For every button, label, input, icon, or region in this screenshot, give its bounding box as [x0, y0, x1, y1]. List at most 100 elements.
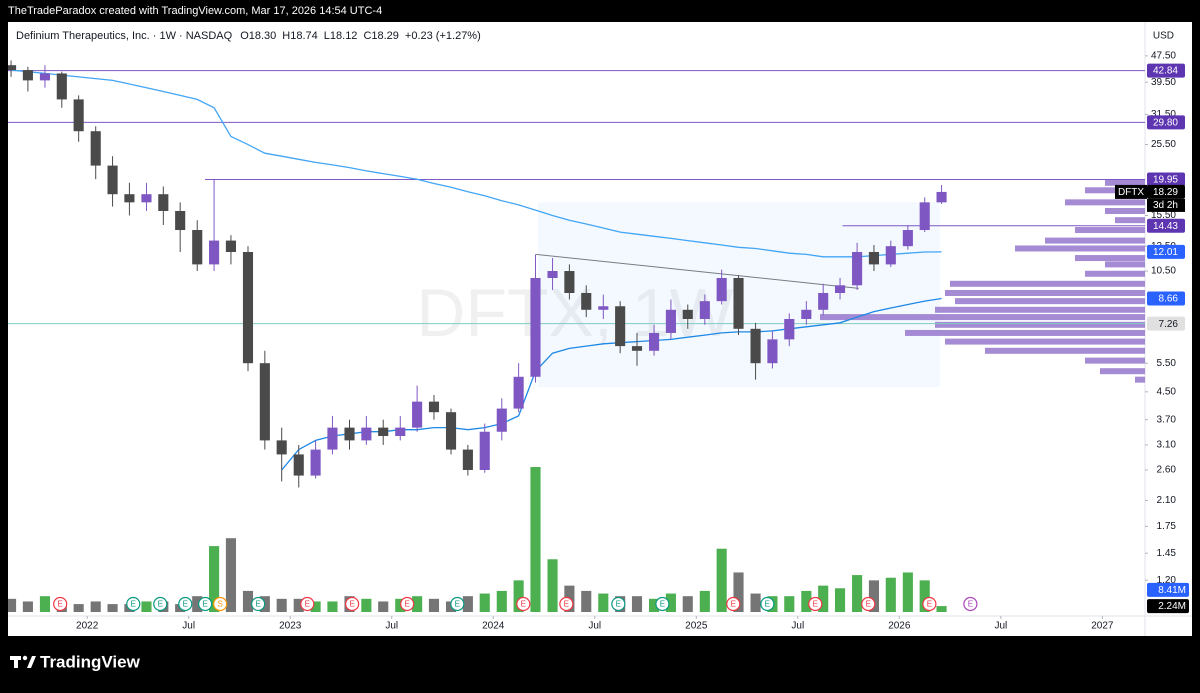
countdown-tag — [1147, 198, 1185, 212]
event-label: E — [616, 600, 621, 609]
event-label: S — [218, 600, 223, 609]
logo-part — [22, 655, 28, 661]
y-tick-label: 2.60 — [1157, 465, 1177, 476]
candle-body — [834, 285, 846, 293]
y-tick-label: 2.10 — [1157, 495, 1177, 506]
candle-body — [209, 240, 220, 265]
event-marker — [450, 596, 465, 612]
volume-bar — [428, 598, 440, 612]
event-marker — [559, 596, 574, 612]
x-tick-label: Jul — [994, 621, 1007, 632]
x-tick-label: 2022 — [76, 621, 99, 632]
currency: USD — [1153, 31, 1174, 42]
volume-bar — [293, 598, 304, 612]
event-label: E — [564, 600, 569, 609]
candle-body — [716, 277, 727, 302]
volume-bar — [699, 590, 710, 612]
volume-profile-bar — [1100, 368, 1145, 375]
countdown-label: 3d 2h — [1153, 200, 1178, 211]
volume-bar — [412, 596, 423, 612]
x-tick-label: Jul — [182, 621, 195, 632]
volume-bar — [936, 606, 947, 612]
volume-bar — [22, 601, 33, 612]
volume-bar — [834, 588, 846, 612]
event-marker — [251, 596, 266, 612]
candle-body — [242, 251, 254, 364]
price-tag — [1147, 316, 1185, 331]
x-tick-label: 2023 — [279, 621, 302, 632]
candle-body — [22, 70, 33, 81]
candle-body — [107, 165, 118, 195]
price-tag — [1147, 244, 1185, 259]
event-label: E — [183, 600, 188, 609]
volume-bar — [919, 580, 930, 612]
event-marker — [963, 596, 978, 612]
event-label: E — [202, 600, 207, 609]
volume-bar — [73, 604, 84, 612]
volume-bar — [818, 585, 829, 612]
volume-bar — [209, 546, 220, 612]
event-marker — [808, 596, 823, 612]
candle-body — [936, 191, 947, 203]
volume-profile-bar — [935, 306, 1145, 313]
event-label: E — [255, 600, 260, 609]
volume-profile-bar — [1075, 227, 1145, 234]
candle-body — [445, 412, 457, 450]
volume-profile-bar — [1015, 245, 1145, 252]
volume-bar — [733, 572, 744, 612]
volume-tag — [1147, 599, 1189, 614]
volume-bar — [649, 598, 660, 612]
volume-profile-bar — [1045, 237, 1145, 244]
price-tag-label: 8.66 — [1159, 294, 1179, 305]
volume-bar — [716, 548, 727, 612]
volume-tag — [1147, 582, 1189, 597]
chart-title: Definium Therapeutics, Inc. · 1W · NASDA… — [16, 30, 233, 42]
event-label: E — [58, 600, 63, 609]
y-tick-label: 31.50 — [1151, 109, 1176, 120]
price-tag — [1147, 172, 1185, 187]
event-marker — [300, 596, 315, 612]
event-marker — [126, 596, 141, 612]
price-tag-label: 19.95 — [1153, 175, 1178, 186]
candle-body — [39, 73, 51, 81]
candle-body — [90, 131, 101, 166]
event-label: E — [660, 600, 665, 609]
candle-body — [564, 271, 575, 293]
volume-profile-bar — [950, 280, 1145, 287]
event-label: E — [158, 600, 163, 609]
candle-body — [8, 65, 17, 71]
y-tick-label: 10.50 — [1151, 266, 1176, 277]
volume-bar — [682, 596, 693, 612]
volume-profile-bar — [1075, 255, 1145, 262]
volume-profile-bar — [1085, 270, 1145, 277]
volume-bar — [276, 598, 287, 612]
volume-bar — [242, 590, 254, 612]
event-label: E — [866, 600, 871, 609]
volume-bar — [547, 559, 558, 612]
event-marker — [760, 596, 775, 612]
candle-body — [124, 194, 135, 203]
candle-body — [496, 408, 507, 432]
volume-profile-bar — [985, 347, 1145, 354]
candle-body — [615, 306, 626, 347]
event-marker — [922, 596, 937, 612]
y-tick-label: 5.50 — [1157, 358, 1177, 369]
candle-body — [547, 271, 558, 278]
x-tick-label: 2024 — [482, 621, 505, 632]
candle-body — [767, 339, 778, 364]
volume-profile-bar — [945, 338, 1145, 345]
candle-body — [513, 376, 524, 409]
volume-bar — [885, 577, 896, 612]
candle-body — [259, 363, 270, 441]
y-tick-label: 15.50 — [1151, 210, 1176, 221]
candle-body — [682, 309, 693, 319]
event-label: E — [765, 600, 770, 609]
volume-profile-bar — [935, 321, 1145, 328]
event-label: E — [968, 600, 973, 609]
candle-body — [462, 449, 473, 470]
logo-part — [14, 656, 18, 668]
event-marker — [655, 596, 670, 612]
volume-bar — [327, 601, 338, 612]
volume-bar — [141, 601, 152, 612]
